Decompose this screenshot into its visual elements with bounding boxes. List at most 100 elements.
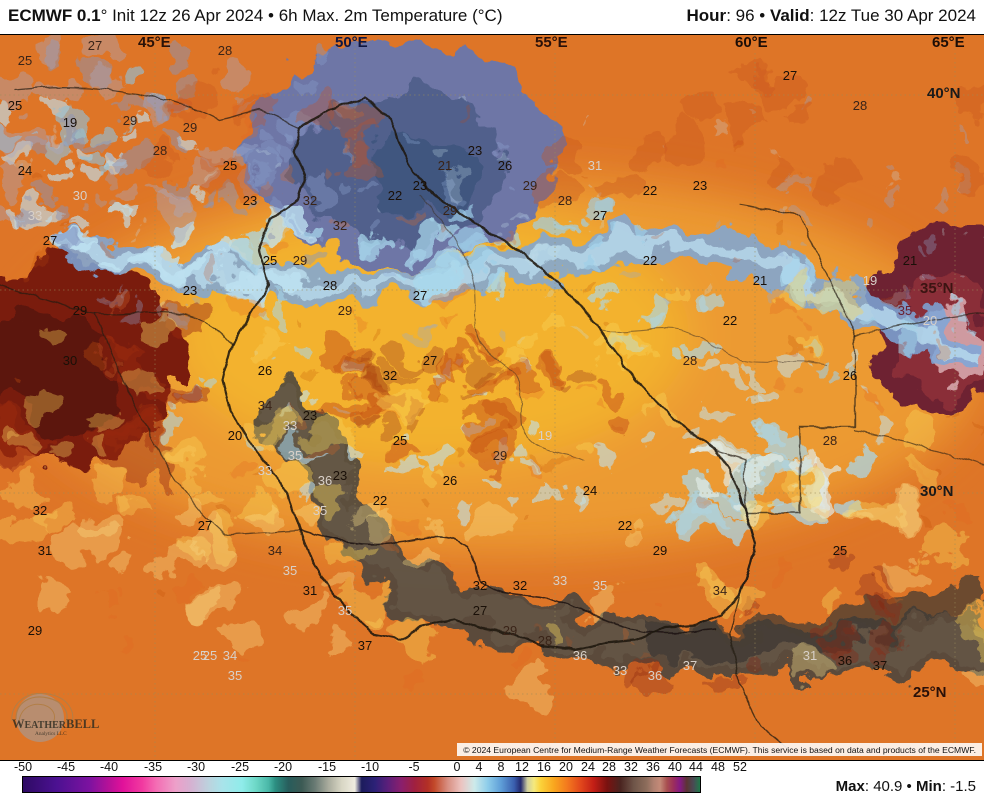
svg-text:31: 31 bbox=[38, 543, 52, 558]
svg-text:60°E: 60°E bbox=[735, 35, 768, 51]
svg-text:28: 28 bbox=[683, 353, 697, 368]
svg-text:65°E: 65°E bbox=[932, 35, 965, 51]
svg-text:32: 32 bbox=[303, 193, 317, 208]
svg-text:21: 21 bbox=[903, 253, 917, 268]
svg-text:28: 28 bbox=[218, 43, 232, 58]
svg-text:28: 28 bbox=[823, 433, 837, 448]
svg-text:26: 26 bbox=[258, 363, 272, 378]
svg-text:37: 37 bbox=[873, 658, 887, 673]
svg-text:29: 29 bbox=[503, 623, 517, 638]
svg-text:29: 29 bbox=[338, 303, 352, 318]
svg-text:34: 34 bbox=[713, 583, 727, 598]
svg-text:22: 22 bbox=[723, 313, 737, 328]
svg-text:35: 35 bbox=[593, 578, 607, 593]
svg-text:28: 28 bbox=[853, 98, 867, 113]
svg-text:27: 27 bbox=[413, 288, 427, 303]
svg-text:35: 35 bbox=[228, 668, 242, 683]
svg-text:34: 34 bbox=[223, 648, 237, 663]
svg-text:Analytics LLC: Analytics LLC bbox=[35, 731, 67, 737]
svg-text:27: 27 bbox=[593, 208, 607, 223]
svg-text:35: 35 bbox=[898, 303, 912, 318]
svg-text:35: 35 bbox=[338, 603, 352, 618]
svg-text:29: 29 bbox=[73, 303, 87, 318]
svg-text:29: 29 bbox=[183, 120, 197, 135]
svg-text:25°N: 25°N bbox=[913, 684, 947, 701]
svg-text:19: 19 bbox=[863, 273, 877, 288]
svg-text:55°E: 55°E bbox=[535, 35, 568, 51]
svg-text:24: 24 bbox=[18, 163, 32, 178]
svg-text:25: 25 bbox=[833, 543, 847, 558]
svg-text:36: 36 bbox=[648, 668, 662, 683]
svg-text:36: 36 bbox=[838, 653, 852, 668]
svg-text:23: 23 bbox=[333, 468, 347, 483]
svg-text:20: 20 bbox=[228, 428, 242, 443]
svg-text:23: 23 bbox=[303, 408, 317, 423]
svg-text:23: 23 bbox=[413, 178, 427, 193]
svg-text:25: 25 bbox=[263, 253, 277, 268]
svg-text:21: 21 bbox=[753, 273, 767, 288]
svg-text:33: 33 bbox=[28, 208, 42, 223]
svg-text:27: 27 bbox=[198, 518, 212, 533]
svg-text:23: 23 bbox=[183, 283, 197, 298]
svg-text:31: 31 bbox=[303, 583, 317, 598]
svg-text:37: 37 bbox=[358, 638, 372, 653]
svg-text:22: 22 bbox=[618, 518, 632, 533]
svg-text:22: 22 bbox=[373, 493, 387, 508]
svg-text:30: 30 bbox=[63, 353, 77, 368]
svg-text:32: 32 bbox=[33, 503, 47, 518]
svg-text:29: 29 bbox=[293, 253, 307, 268]
svg-text:33: 33 bbox=[258, 463, 272, 478]
svg-text:34: 34 bbox=[258, 398, 272, 413]
svg-text:30: 30 bbox=[73, 188, 87, 203]
svg-text:22: 22 bbox=[388, 188, 402, 203]
svg-text:31: 31 bbox=[588, 158, 602, 173]
svg-text:24: 24 bbox=[583, 483, 597, 498]
svg-text:28: 28 bbox=[538, 633, 552, 648]
svg-text:37: 37 bbox=[683, 658, 697, 673]
svg-text:36: 36 bbox=[318, 473, 332, 488]
svg-text:23: 23 bbox=[243, 193, 257, 208]
svg-text:29: 29 bbox=[123, 113, 137, 128]
svg-text:27: 27 bbox=[783, 68, 797, 83]
svg-text:32: 32 bbox=[513, 578, 527, 593]
svg-text:30°N: 30°N bbox=[920, 483, 954, 500]
svg-text:33: 33 bbox=[613, 663, 627, 678]
svg-text:28: 28 bbox=[153, 143, 167, 158]
svg-text:20: 20 bbox=[923, 313, 937, 328]
svg-text:25: 25 bbox=[8, 98, 22, 113]
svg-text:34: 34 bbox=[268, 543, 282, 558]
svg-text:27: 27 bbox=[473, 603, 487, 618]
svg-text:28: 28 bbox=[323, 278, 337, 293]
svg-text:31: 31 bbox=[803, 648, 817, 663]
svg-text:45°E: 45°E bbox=[138, 35, 171, 51]
svg-text:35: 35 bbox=[283, 563, 297, 578]
svg-text:29: 29 bbox=[28, 623, 42, 638]
svg-text:29: 29 bbox=[653, 543, 667, 558]
svg-text:29: 29 bbox=[443, 203, 457, 218]
svg-text:32: 32 bbox=[473, 578, 487, 593]
svg-text:22: 22 bbox=[643, 183, 657, 198]
svg-text:WEATHERBELL: WEATHERBELL bbox=[12, 717, 99, 731]
svg-text:26: 26 bbox=[443, 473, 457, 488]
svg-text:25: 25 bbox=[393, 433, 407, 448]
svg-text:26: 26 bbox=[843, 368, 857, 383]
svg-text:29: 29 bbox=[493, 448, 507, 463]
svg-text:23: 23 bbox=[693, 178, 707, 193]
svg-text:23: 23 bbox=[468, 143, 482, 158]
svg-text:27: 27 bbox=[423, 353, 437, 368]
svg-text:29: 29 bbox=[523, 178, 537, 193]
svg-text:33: 33 bbox=[553, 573, 567, 588]
svg-text:19: 19 bbox=[538, 428, 552, 443]
svg-text:33: 33 bbox=[283, 418, 297, 433]
svg-text:25: 25 bbox=[223, 158, 237, 173]
svg-text:32: 32 bbox=[333, 218, 347, 233]
svg-text:27: 27 bbox=[88, 38, 102, 53]
svg-text:22: 22 bbox=[643, 253, 657, 268]
svg-text:25: 25 bbox=[193, 648, 207, 663]
svg-text:50°E: 50°E bbox=[335, 35, 368, 51]
svg-text:28: 28 bbox=[558, 193, 572, 208]
svg-text:19: 19 bbox=[63, 115, 77, 130]
svg-text:32: 32 bbox=[383, 368, 397, 383]
svg-text:25: 25 bbox=[18, 53, 32, 68]
svg-text:21: 21 bbox=[438, 158, 452, 173]
